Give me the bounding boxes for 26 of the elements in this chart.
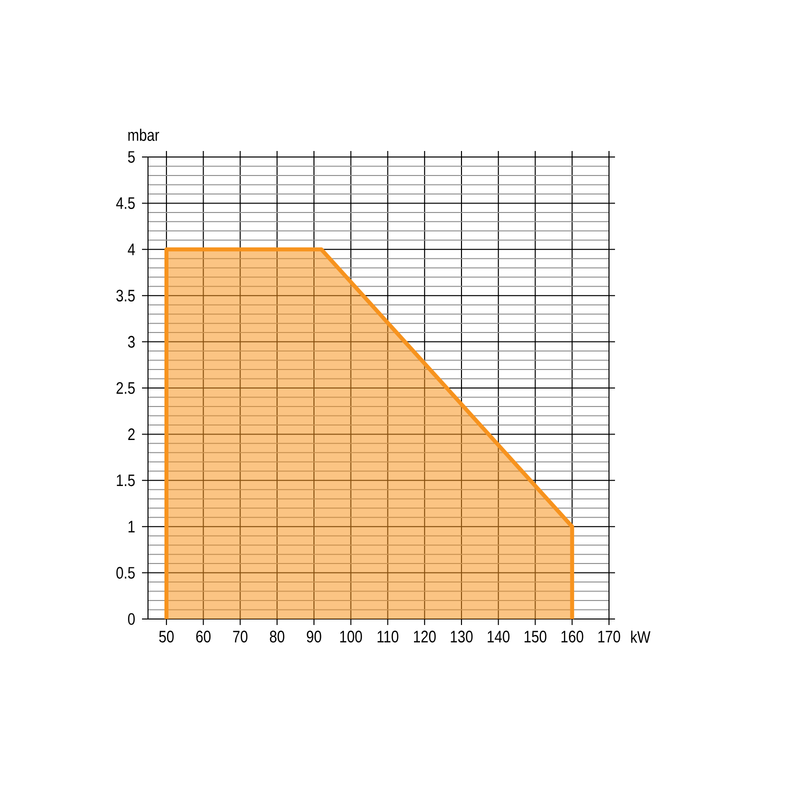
x-tick-label: 50: [159, 630, 174, 642]
y-tick-label: 1.5: [116, 474, 135, 486]
x-tick-label: 70: [233, 630, 248, 642]
x-tick-label: 100: [340, 630, 362, 642]
y-tick-label: 3.5: [116, 290, 135, 302]
y-tick-label: 0: [128, 613, 135, 625]
y-tick-label: 4: [128, 244, 135, 256]
y-tick-label: 2.5: [116, 382, 135, 394]
y-tick-label: 2: [128, 428, 135, 440]
y-tick-label: 5: [128, 151, 135, 163]
x-tick-label: 140: [488, 630, 510, 642]
y-axis-title: mbar: [128, 128, 160, 141]
x-tick-label: 170: [598, 630, 620, 642]
x-tick-label: 110: [378, 630, 398, 642]
y-tick-label: 4.5: [116, 197, 135, 210]
x-tick-label: 80: [270, 630, 284, 642]
x-tick-label: 120: [414, 630, 436, 642]
x-tick-label: 150: [524, 630, 546, 642]
x-tick-label: 90: [306, 630, 322, 642]
y-tick-label: 1: [128, 520, 135, 532]
x-tick-label: 130: [450, 630, 473, 642]
x-axis-title: kW: [631, 630, 650, 643]
x-tick-label: 60: [196, 630, 211, 642]
y-tick-label: 0.5: [116, 566, 135, 579]
y-tick-label: 3: [128, 336, 135, 348]
x-tick-label: 160: [562, 630, 584, 642]
